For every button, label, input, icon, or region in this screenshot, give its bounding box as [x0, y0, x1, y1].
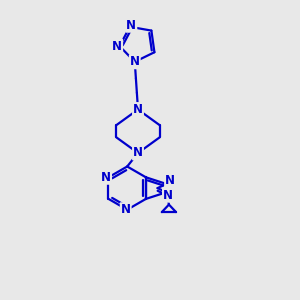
Text: N: N	[126, 19, 136, 32]
Text: N: N	[112, 40, 122, 52]
Text: N: N	[121, 203, 131, 216]
Text: N: N	[133, 103, 143, 116]
Text: N: N	[133, 146, 143, 160]
Text: N: N	[165, 175, 175, 188]
Text: N: N	[101, 171, 111, 184]
Text: N: N	[130, 55, 140, 68]
Text: N: N	[163, 189, 173, 202]
